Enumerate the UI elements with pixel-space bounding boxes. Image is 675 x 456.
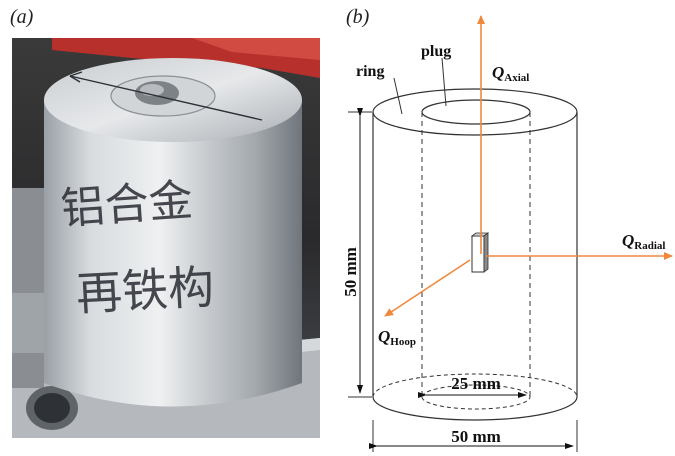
cylinder-body	[44, 100, 302, 407]
hoop-label: QHoop	[378, 327, 416, 348]
strain-gauge	[471, 235, 485, 273]
plug-label: plug	[421, 43, 451, 60]
ring-plug-schematic: ring plug QAxial QRadial QHoop 50 mm 25 …	[341, 15, 673, 452]
handwriting-line-1: 铝合金	[59, 175, 194, 235]
plug-top-inner	[421, 99, 531, 125]
plug-bottom	[421, 384, 531, 410]
ring-label: ring	[356, 63, 384, 80]
hoop-arrow	[384, 259, 471, 317]
axial-label: QAxial	[492, 63, 529, 84]
height-dimension: 50 mm	[341, 247, 360, 297]
cylinder-photo: 铝合金 再铁构	[12, 38, 320, 438]
handwriting-line-2: 再铁构	[75, 260, 216, 321]
inner-dimension: 25 mm	[451, 374, 501, 393]
left-support	[12, 188, 44, 388]
ring-bottom-back	[372, 373, 578, 398]
radial-label: QRadial	[622, 231, 665, 252]
panel-a-label: (a)	[10, 6, 34, 28]
ring-bottom-front	[372, 396, 578, 421]
scribed-line	[69, 75, 263, 121]
outer-dimension: 50 mm	[451, 427, 501, 446]
ring-top-outer	[372, 88, 578, 136]
panel-b-label: (b)	[346, 6, 370, 28]
